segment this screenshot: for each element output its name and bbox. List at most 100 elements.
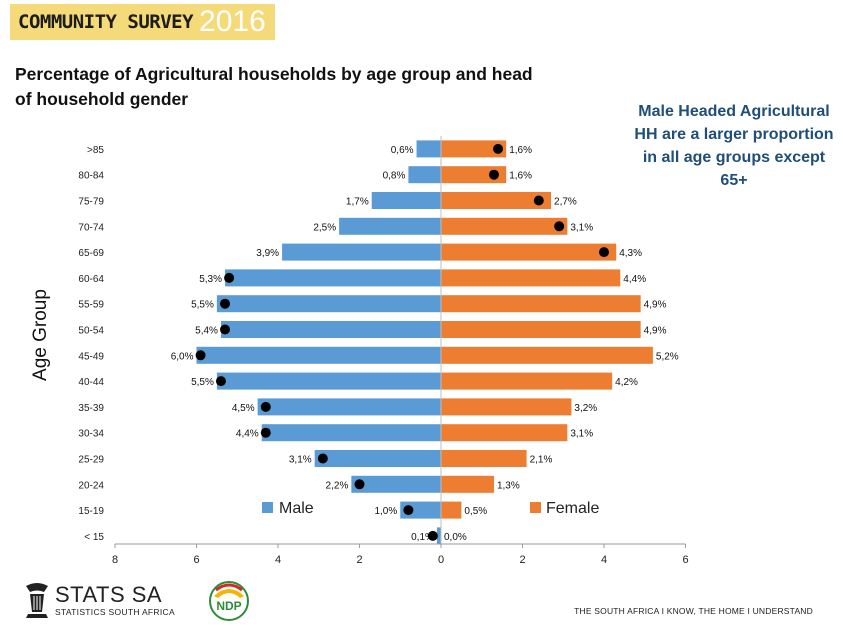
female-data-label: 2,7% [554,197,577,208]
female-data-label: 3,1% [570,429,593,440]
stats-sa-emblem-icon [26,583,48,618]
female-bar [441,269,621,287]
male-bar [408,166,441,184]
female-marker-dot [488,169,499,180]
male-bar [216,295,441,313]
category-label: 80-84 [78,171,104,182]
female-bar [441,192,552,209]
male-bar [282,243,441,261]
y-axis-title: Age Group [30,289,51,381]
male-marker-dot [260,401,271,412]
male-data-label: 0,6% [391,145,414,156]
female-bar [441,295,641,313]
male-data-label: 6,0% [171,351,194,362]
male-bar [416,140,441,158]
female-data-label: 4,2% [615,377,638,388]
female-data-label: 1,6% [509,145,532,156]
female-data-label: 3,2% [574,403,597,414]
category-label: 40-44 [78,377,104,388]
category-label: 70-74 [78,222,104,233]
male-marker-dot [224,272,235,283]
category-label: 75-79 [78,197,104,208]
male-data-label: 4,4% [236,429,259,440]
callout-text: Male Headed Agricultural HH are a larger… [634,103,834,189]
category-label: 60-64 [78,274,104,285]
x-tick-label: 2 [519,554,525,566]
x-tick-label: 2 [356,554,362,566]
male-data-label: 4,5% [232,403,255,414]
banner-title: COMMUNITY SURVEY [18,11,194,33]
male-marker-dot [220,324,231,335]
x-tick-label: 8 [112,554,118,566]
male-bar [371,192,441,209]
category-label: < 15 [84,532,104,543]
female-data-label: 3,1% [570,222,593,233]
legend-female-label: Female [546,500,599,517]
female-bar [441,398,572,416]
female-marker-dot [533,195,544,206]
male-data-label: 5,5% [191,377,214,388]
male-data-label: 3,1% [289,455,312,466]
male-data-label: 5,4% [195,326,218,337]
x-tick-label: 4 [601,554,607,566]
male-data-label: 2,2% [326,480,349,491]
legend-male-label: Male [279,500,314,517]
male-marker-dot [354,479,365,490]
ndp-logo-icon: NDP [209,581,249,621]
male-bar [220,321,441,338]
male-bar [196,346,441,364]
male-marker-dot [260,427,271,438]
category-label: 35-39 [78,403,104,414]
female-data-label: 2,1% [530,455,553,466]
chart-title: Percentage of Agricultural households by… [15,64,533,109]
male-bar [257,398,441,416]
male-data-label: 5,5% [191,300,214,311]
footer-tagline: THE SOUTH AFRICA I KNOW, THE HOME I UNDE… [574,606,813,616]
female-bar [441,424,568,442]
male-marker-dot [195,350,206,361]
category-label: 20-24 [78,480,104,491]
female-bar [441,140,507,158]
male-marker-dot [215,376,226,387]
female-bar [441,321,641,338]
female-bar [441,166,507,184]
female-data-label: 4,4% [623,274,646,285]
female-bar [441,372,613,390]
female-data-label: 4,9% [644,326,667,337]
male-data-label: 5,3% [199,274,222,285]
stats-sa-wordmark: STATS SA [55,582,163,607]
female-bar [441,217,568,235]
legend-female-swatch [530,502,541,513]
male-marker-dot [403,505,414,516]
male-data-label: 0,1% [411,532,434,543]
female-data-label: 1,6% [509,171,532,182]
male-marker-dot [427,530,438,541]
male-bar [216,372,441,390]
category-label: 25-29 [78,455,104,466]
x-tick-label: 6 [193,554,199,566]
category-label: 30-34 [78,429,104,440]
x-tick-label: 6 [682,554,688,566]
female-data-label: 4,3% [619,248,642,259]
male-data-label: 2,5% [313,222,336,233]
category-label: 65-69 [78,248,104,259]
stats-sa-subtitle: STATISTICS SOUTH AFRICA [55,607,175,617]
category-label: 45-49 [78,351,104,362]
female-bar [441,243,617,261]
female-data-label: 4,9% [644,300,667,311]
male-bar [351,475,441,493]
female-marker-dot [599,247,609,258]
female-data-label: 0,0% [444,532,467,543]
x-tick-label: 4 [275,554,281,566]
female-data-label: 0,5% [464,506,487,517]
male-bar [436,527,441,545]
male-bar [261,424,441,442]
male-marker-dot [220,298,231,309]
category-label: 55-59 [78,300,104,311]
female-bar [441,501,462,519]
category-label: 50-54 [78,326,104,337]
male-bar [339,217,441,235]
banner-year: 2016 [199,5,266,38]
category-label: 15-19 [78,506,104,517]
